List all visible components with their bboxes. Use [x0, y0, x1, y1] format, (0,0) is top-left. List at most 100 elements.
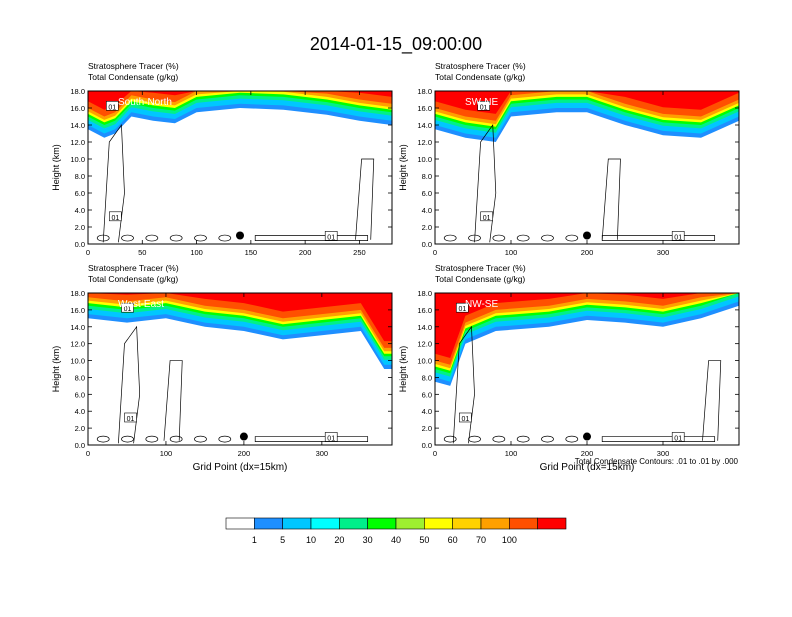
contour-line — [145, 234, 159, 242]
y-tick-label: 4.0 — [422, 407, 432, 416]
contour-line — [541, 234, 554, 242]
y-tick-label: 6.0 — [75, 189, 85, 198]
y-tick-label: 14.0 — [70, 121, 85, 130]
contour-label: 01 — [127, 416, 135, 423]
colorbar-swatch — [225, 517, 255, 530]
tracer-band-7 — [88, 91, 392, 117]
y-tick-label: 2.0 — [75, 223, 85, 232]
contour-field-label: Total Condensate (g/kg) — [88, 72, 178, 82]
x-tick-label: 0 — [86, 248, 90, 257]
contour-line — [194, 435, 207, 443]
contour-label: 01 — [327, 435, 335, 442]
y-tick-label: 10.0 — [417, 155, 432, 164]
y-tick-label: 0.0 — [422, 441, 432, 450]
panel-3: 01 01 01 0.0 2.0 4.0 6.0 8.0 10.0 12.0 14.0 16.0 18.… — [51, 263, 393, 473]
contour-line — [218, 234, 232, 242]
y-axis-label: Height (km) — [51, 346, 61, 393]
y-tick-label: 8.0 — [422, 373, 432, 382]
y-tick-label: 18.0 — [417, 87, 432, 96]
colorbar-label: 50 — [419, 535, 429, 545]
y-tick-label: 8.0 — [422, 172, 432, 181]
contour-label: 01 — [674, 435, 682, 442]
colorbar-swatch — [452, 517, 482, 530]
contour-line — [169, 234, 183, 242]
contour-line — [102, 123, 125, 243]
x-axis-label: Grid Point (dx=15km) — [540, 462, 635, 473]
panels: 0101010.02.04.06.08.010.012.014.016.018.… — [51, 61, 740, 473]
y-tick-label: 16.0 — [417, 306, 432, 315]
contour-line — [468, 234, 481, 242]
contour-line — [218, 435, 232, 443]
x-tick-label: 100 — [160, 449, 173, 458]
contour-label-box — [459, 412, 472, 423]
contour-line — [492, 234, 506, 242]
y-tick-label: 2.0 — [422, 223, 432, 232]
contour-line — [452, 325, 475, 444]
panel-label: West-East — [118, 299, 164, 310]
x-tick-label: 200 — [238, 449, 251, 458]
colorbar-label: 70 — [476, 535, 486, 545]
field-label: Stratosphere Tracer (%) — [435, 263, 526, 273]
y-tick-label: 16.0 — [70, 306, 85, 315]
y-tick-label: 12.0 — [70, 340, 85, 349]
tracer-bands — [435, 293, 739, 386]
x-tick-label: 200 — [299, 248, 312, 257]
x-tick-label: 0 — [433, 449, 437, 458]
contour-line — [468, 435, 481, 443]
y-tick-label: 18.0 — [70, 289, 85, 298]
colorbar-label: 60 — [448, 535, 458, 545]
tracer-bands — [435, 91, 739, 142]
y-tick-label: 0.0 — [75, 240, 85, 249]
colorbar-swatch — [509, 517, 538, 530]
y-tick-label: 10.0 — [70, 155, 85, 164]
colorbar-label: 100 — [502, 535, 517, 545]
y-tick-label: 0.0 — [75, 441, 85, 450]
footer-note: Total Condensate Contours: .01 to .01 by… — [575, 457, 739, 466]
contour-line — [121, 435, 134, 443]
y-tick-label: 14.0 — [417, 323, 432, 332]
y-tick-label: 16.0 — [70, 104, 85, 113]
colorbar-swatch — [339, 517, 368, 530]
contour-label-box — [480, 211, 493, 222]
y-axis-label: Height (km) — [51, 144, 61, 191]
contour-line — [702, 360, 722, 441]
tracer-band-6 — [435, 293, 739, 369]
contour-line — [163, 360, 183, 441]
contour-line — [541, 435, 554, 443]
contour-label: 01 — [111, 215, 119, 222]
contour-label: 01 — [327, 234, 335, 241]
colorbar-swatch — [480, 517, 510, 530]
plot-frame — [87, 292, 393, 446]
tracer-band-5 — [435, 293, 739, 371]
x-tick-label: 100 — [190, 248, 203, 257]
colorbar: 1 5 10 20 30 40 50 60 70 100 — [225, 517, 567, 545]
contour-line — [118, 325, 141, 444]
contour-label-box — [456, 302, 469, 313]
x-tick-label: 100 — [505, 449, 518, 458]
y-tick-label: 6.0 — [75, 390, 85, 399]
contour-line — [121, 234, 134, 242]
tracer-bands — [88, 293, 392, 369]
y-tick-label: 2.0 — [75, 424, 85, 433]
contour-line — [474, 123, 497, 243]
contour-field-label: Total Condensate (g/kg) — [435, 72, 525, 82]
contour-line — [355, 158, 375, 240]
contour-field-label: Total Condensate (g/kg) — [435, 274, 525, 284]
tracer-bands — [88, 91, 392, 138]
location-marker — [239, 432, 248, 441]
y-tick-label: 14.0 — [70, 323, 85, 332]
y-tick-label: 12.0 — [417, 340, 432, 349]
contour-label-box — [124, 412, 137, 423]
x-axis-label: Grid Point (dx=15km) — [193, 462, 288, 473]
x-tick-label: 0 — [433, 248, 437, 257]
contour-label-box — [121, 302, 134, 313]
condensate-contours — [443, 123, 716, 243]
x-tick-label: 100 — [505, 248, 518, 257]
colorbar-swatch — [310, 517, 340, 530]
x-tick-label: 0 — [86, 449, 90, 458]
contour-label: 01 — [674, 234, 682, 241]
y-tick-label: 4.0 — [422, 206, 432, 215]
y-tick-label: 18.0 — [417, 289, 432, 298]
y-tick-label: 6.0 — [422, 390, 432, 399]
location-marker — [583, 432, 591, 441]
